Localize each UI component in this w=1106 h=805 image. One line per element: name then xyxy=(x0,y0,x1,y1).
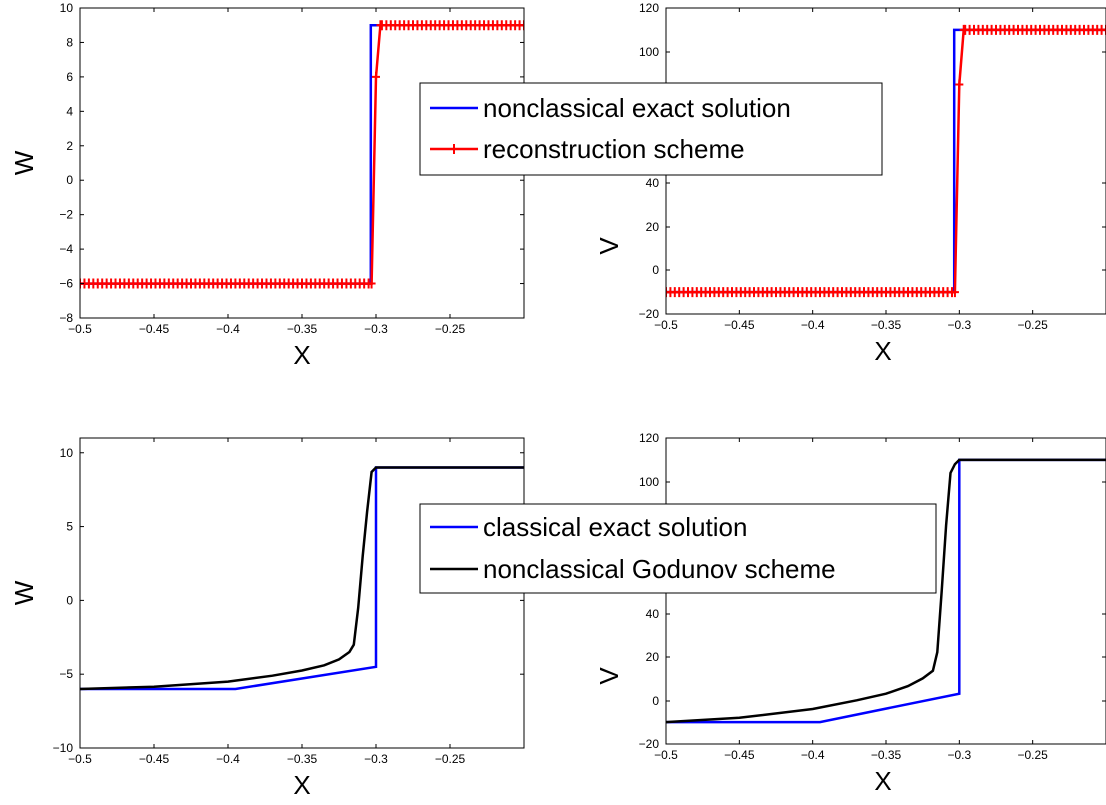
x-tick-label: −0.5 xyxy=(654,318,678,332)
legend-top-swatch-red-marker xyxy=(449,144,459,154)
x-tick-label: −0.35 xyxy=(287,752,318,766)
y-tick-label: −4 xyxy=(59,242,73,256)
legend-top-entry-1: nonclassical exact solution xyxy=(483,93,791,123)
x-tick-label: −0.5 xyxy=(654,748,678,762)
y-axis-label: W xyxy=(9,580,39,605)
series-marker-reconstruction-scheme xyxy=(372,71,380,82)
y-tick-label: 0 xyxy=(652,263,659,277)
series-marker-reconstruction-scheme xyxy=(955,79,964,90)
y-tick-label: 20 xyxy=(646,650,660,664)
chart-panel-bottom-left: −0.5 −0.45 −0.4 −0.35 −0.3 −0.25 −10 −5 0 5 10 X W xyxy=(9,437,525,800)
series-group xyxy=(666,24,1106,298)
x-tick-label: −0.25 xyxy=(435,322,466,336)
x-tick-label: −0.45 xyxy=(724,748,755,762)
series-group xyxy=(80,466,524,691)
series-line-nonclassical-Godunov-scheme xyxy=(666,458,1106,724)
y-tick-label: 6 xyxy=(66,70,73,84)
chart-panel-top-left: −0.5 −0.45 −0.4 −0.35 −0.3 −0.25 −8 −6 −4 −2 0 2 4 6 8… xyxy=(9,1,525,370)
legend-bottom: classical exact solution nonclassical Go… xyxy=(419,503,937,594)
legend-top: nonclassical exact solution reconstructi… xyxy=(419,82,883,176)
series-marker-reconstruction-scheme xyxy=(367,278,376,289)
x-tick-label: −0.45 xyxy=(724,318,755,332)
x-axis-label: X xyxy=(293,770,310,800)
y-tick-label: −2 xyxy=(59,208,73,222)
x-tick-label: −0.4 xyxy=(801,318,825,332)
y-tick-label: 100 xyxy=(639,475,659,489)
y-tick-label: 20 xyxy=(646,220,660,234)
series-marker-reconstruction-scheme xyxy=(520,20,524,31)
x-tick-label: −0.35 xyxy=(871,748,902,762)
x-tick-label: −0.45 xyxy=(139,752,170,766)
y-tick-label: 0 xyxy=(66,173,73,187)
y-tick-label: 8 xyxy=(66,35,73,49)
series-group xyxy=(80,20,524,289)
legend-bottom-entry-2: nonclassical Godunov scheme xyxy=(483,554,836,584)
series-group xyxy=(666,458,1106,724)
plots-layer: −0.5 −0.45 −0.4 −0.35 −0.3 −0.25−8−6−4−202468… xyxy=(9,1,1106,800)
x-tick-label: −0.25 xyxy=(435,752,466,766)
y-axis-label: V xyxy=(594,237,624,255)
y-tick-label: 0 xyxy=(652,694,659,708)
x-tick-label: −0.25 xyxy=(1017,318,1048,332)
y-tick-label: −8 xyxy=(59,311,73,325)
x-tick-label: −0.35 xyxy=(287,322,318,336)
y-tick-label: 0 xyxy=(66,593,73,607)
y-tick-label: 100 xyxy=(639,45,659,59)
x-tick-label: −0.5 xyxy=(68,752,92,766)
series-marker-reconstruction-scheme xyxy=(1102,24,1106,35)
y-tick-label: 4 xyxy=(66,104,73,118)
y-tick-label: −5 xyxy=(59,667,73,681)
series-line-nonclassical-Godunov-scheme xyxy=(80,466,524,691)
y-tick-label: 10 xyxy=(60,446,74,460)
y-tick-label: −10 xyxy=(53,741,74,755)
x-tick-label: −0.3 xyxy=(364,752,388,766)
x-tick-label: −0.35 xyxy=(871,318,902,332)
x-tick-label: −0.4 xyxy=(801,748,825,762)
y-tick-label: 5 xyxy=(66,520,73,534)
y-tick-label: −20 xyxy=(639,307,660,321)
x-tick-label: −0.45 xyxy=(139,322,170,336)
x-tick-label: −0.4 xyxy=(216,752,240,766)
x-tick-label: −0.25 xyxy=(1017,748,1048,762)
x-tick-label: −0.3 xyxy=(364,322,388,336)
y-tick-label: 40 xyxy=(646,607,660,621)
y-tick-label: −20 xyxy=(639,737,660,751)
legend-top-box xyxy=(419,82,883,176)
legend-bottom-entry-1: classical exact solution xyxy=(483,512,747,542)
x-tick-label: −0.5 xyxy=(68,322,92,336)
x-tick-label: −0.3 xyxy=(947,318,971,332)
y-axis-label: V xyxy=(594,667,624,685)
y-tick-label: 40 xyxy=(646,176,660,190)
series-marker-reconstruction-scheme xyxy=(950,287,959,298)
chart-panel-top-right: −0.5 −0.45 −0.4 −0.35 −0.3 −0.25 −20 0 20 40 100 12… xyxy=(594,1,1106,366)
y-tick-label: 120 xyxy=(639,431,659,445)
y-axis-label: W xyxy=(9,150,39,175)
x-axis-label: X xyxy=(874,766,891,796)
x-axis-label: X xyxy=(874,336,891,366)
legend-top-entry-2: reconstruction scheme xyxy=(483,134,745,164)
x-axis-label: X xyxy=(293,340,310,370)
y-tick-label: 10 xyxy=(60,1,74,15)
legend-bottom-box xyxy=(419,503,937,594)
y-tick-label: −6 xyxy=(59,277,73,291)
x-tick-label: −0.4 xyxy=(216,322,240,336)
x-tick-label: −0.3 xyxy=(947,748,971,762)
y-tick-label: 2 xyxy=(66,139,73,153)
y-tick-label: 120 xyxy=(639,1,659,15)
chart-panel-bottom-right: −0.5 −0.45 −0.4 −0.35 −0.3 −0.25 −20 0 20 40 100 12… xyxy=(594,431,1106,796)
